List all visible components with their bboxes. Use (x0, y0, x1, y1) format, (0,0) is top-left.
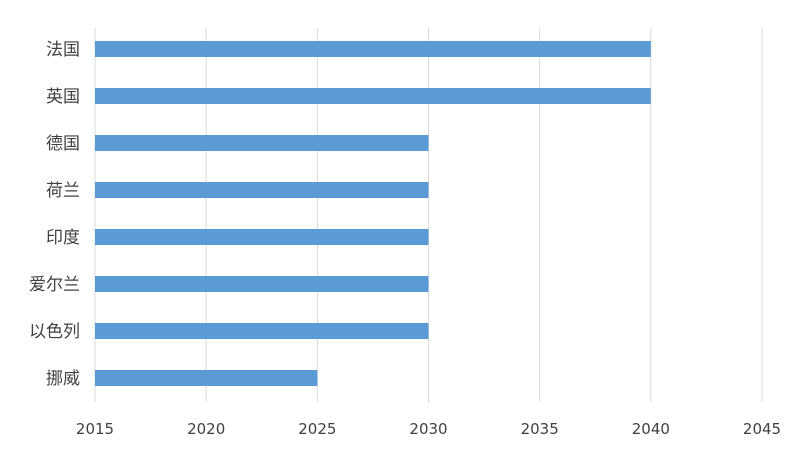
bar-1 (95, 88, 651, 104)
x-tick-label: 2045 (743, 420, 781, 438)
category-label: 挪威 (46, 369, 80, 389)
x-tick-label: 2035 (521, 420, 559, 438)
bar-6 (95, 323, 429, 339)
bars (95, 41, 651, 386)
category-label: 荷兰 (46, 181, 80, 201)
bar-2 (95, 135, 429, 151)
x-tick-labels: 2015 2020 2025 2030 2035 2040 2045 (76, 420, 781, 438)
category-label: 以色列 (29, 322, 80, 342)
gridlines (94, 28, 763, 402)
x-tick-label: 2015 (76, 420, 114, 438)
category-label: 法国 (46, 40, 80, 60)
bar-0 (95, 41, 651, 57)
category-label: 印度 (46, 228, 80, 248)
x-tick-label: 2030 (409, 420, 447, 438)
category-label: 英国 (46, 87, 80, 107)
x-tick-label: 2020 (187, 420, 225, 438)
category-label: 德国 (46, 134, 80, 154)
category-label: 爱尔兰 (29, 275, 80, 295)
x-tick-label: 2040 (632, 420, 670, 438)
bar-5 (95, 276, 429, 292)
bar-3 (95, 182, 429, 198)
bar-4 (95, 229, 429, 245)
x-tick-label: 2025 (298, 420, 336, 438)
bar-7 (95, 370, 318, 386)
